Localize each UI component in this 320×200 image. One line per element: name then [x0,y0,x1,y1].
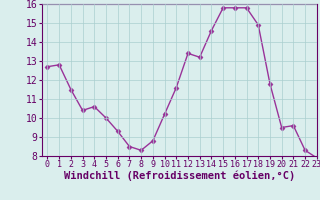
X-axis label: Windchill (Refroidissement éolien,°C): Windchill (Refroidissement éolien,°C) [64,171,295,181]
